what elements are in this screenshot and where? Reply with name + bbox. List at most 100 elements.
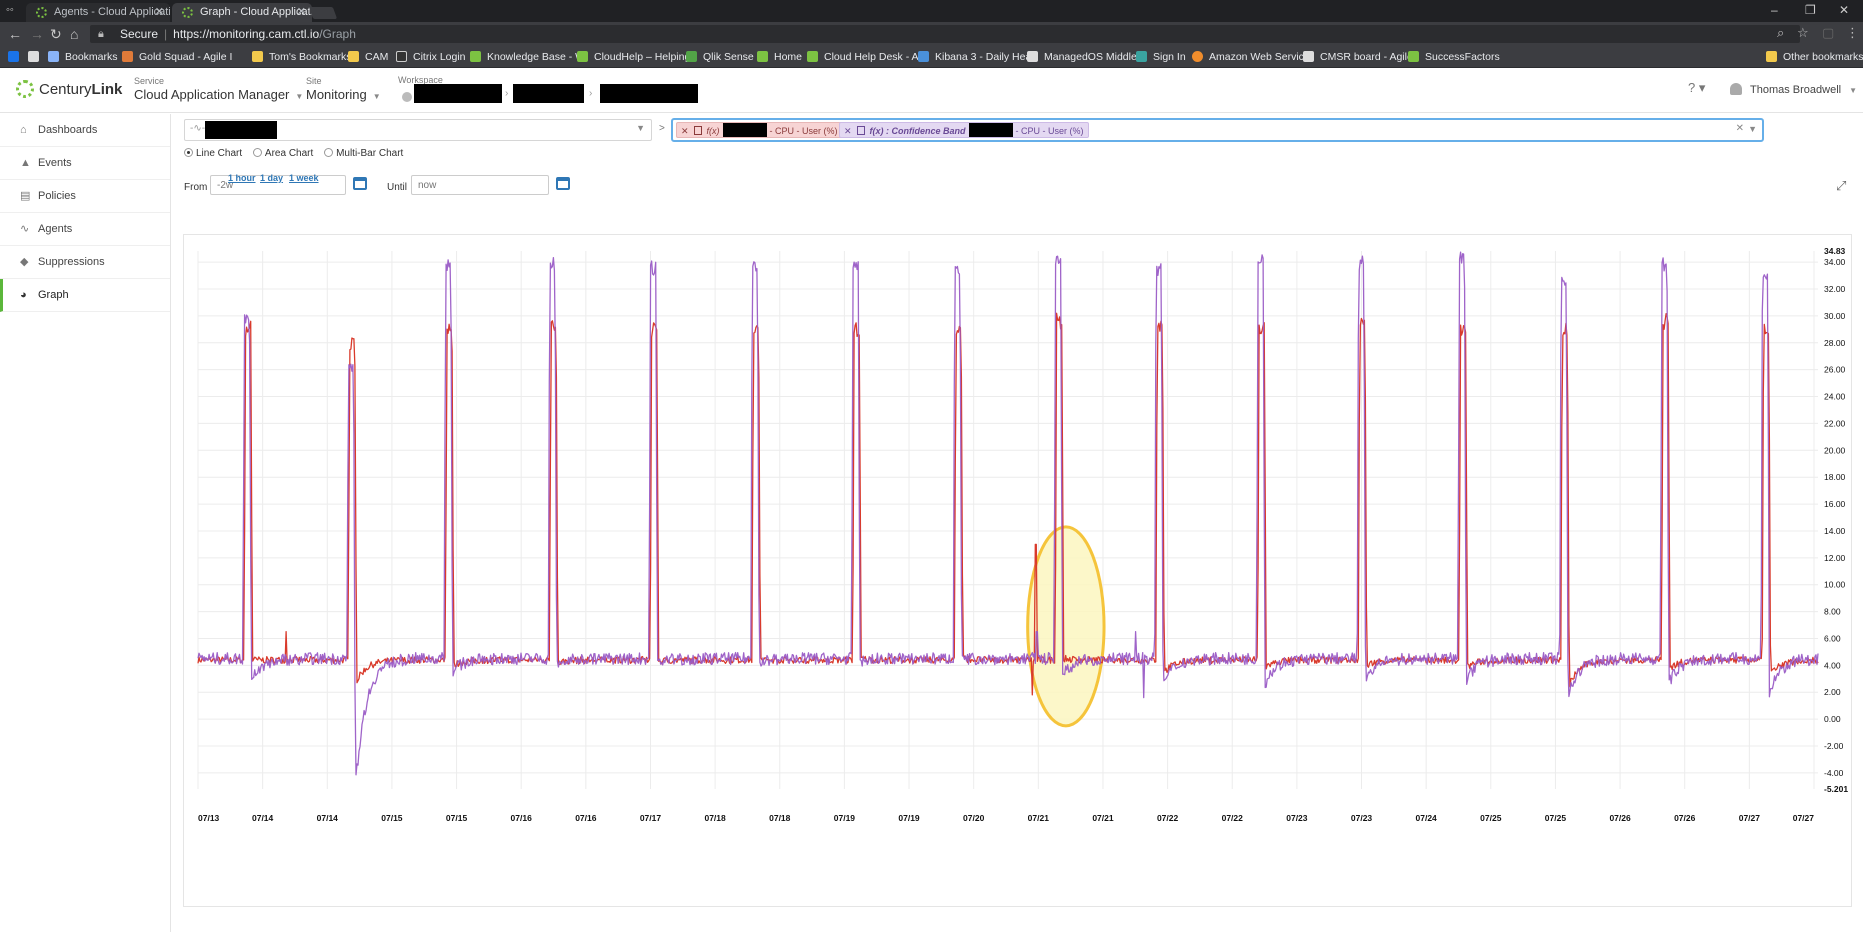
sidebar-item-label: Dashboards (38, 124, 98, 136)
chrome-menu-icon[interactable]: ⋮ (1846, 25, 1859, 40)
bookmark-managedos[interactable]: ManagedOS Middle (1027, 50, 1137, 64)
centurylink-logo[interactable]: CenturyLink (16, 80, 122, 98)
kibana-icon (918, 51, 929, 62)
bookmark-star-icon[interactable]: ☆ (1797, 25, 1809, 40)
help-icon[interactable]: ? ▾ (1688, 80, 1706, 95)
bookmark-apps[interactable] (8, 50, 25, 64)
x-tick-label: 07/14 (317, 813, 339, 823)
browser-tab-graph[interactable]: Graph - Cloud Applicatio ✕ (172, 3, 312, 22)
url-path: /Graph (319, 27, 356, 41)
bookmark-gold-squad[interactable]: Gold Squad - Agile I (122, 50, 232, 64)
quick-range-1-day[interactable]: 1 day (260, 173, 284, 183)
x-tick-label: 07/18 (704, 813, 726, 823)
page-icon (1027, 51, 1038, 62)
reload-icon[interactable]: ↻ (50, 26, 62, 42)
site-label: Site (306, 76, 322, 86)
bookmark-qlik[interactable]: Qlik Sense (686, 50, 754, 64)
browser-tab-agents[interactable]: Agents - Cloud Applicatio ✕ (26, 3, 170, 22)
x-tick-label: 07/25 (1545, 813, 1567, 823)
citrix-icon (396, 51, 407, 62)
metric-chip-confidence-band[interactable]: ✕ f(x) : Confidence Band - CPU - User (%) (839, 122, 1089, 138)
remove-chip-icon[interactable]: ✕ (844, 126, 852, 136)
clear-icon[interactable]: ✕ (1735, 123, 1744, 134)
workspace-icon (402, 92, 412, 102)
bookmark-kibana[interactable]: Kibana 3 - Daily Hea (918, 50, 1031, 64)
y-tick-label: 34.00 (1824, 257, 1846, 267)
user-menu[interactable]: Thomas Broadwell ▼ (1730, 83, 1857, 96)
forward-icon[interactable]: → (30, 26, 44, 42)
x-tick-label: 07/25 (1480, 813, 1502, 823)
close-tab-icon[interactable]: ✕ (154, 6, 164, 18)
calendar-icon[interactable] (353, 177, 367, 190)
url-input[interactable]: 🔒︎ Secure | https://monitoring.cam.ctl.io/… (90, 25, 1800, 43)
copy-icon[interactable] (856, 126, 865, 135)
bookmark-toms[interactable]: Tom's Bookmarks (252, 50, 352, 64)
y-tick-label: 26.00 (1824, 365, 1846, 375)
centurylink-favicon-icon (36, 7, 47, 18)
sidebar-item-dashboards[interactable]: ⌂ Dashboards (0, 114, 170, 147)
y-tick-label: 32.00 (1824, 284, 1846, 294)
x-tick-label: 07/27 (1793, 813, 1815, 823)
metric-select[interactable]: ✕ f(x) - CPU - User (%) ✕ f(x) : Confidence… (671, 118, 1764, 142)
centurylink-icon (757, 51, 768, 62)
radio-line-chart[interactable]: Line Chart (184, 148, 242, 159)
radio-multi-bar-chart[interactable]: Multi-Bar Chart (324, 148, 403, 159)
service-label: Service (134, 76, 165, 86)
agent-select[interactable]: -∿- ▼ (184, 119, 652, 141)
bookmark-bookmarks[interactable]: Bookmarks (48, 50, 118, 64)
until-input[interactable] (411, 175, 549, 195)
close-window-icon[interactable]: ✕ (1839, 3, 1850, 17)
document-icon: ▤ (20, 190, 31, 202)
graph-main: -∿- ▼ > ✕ f(x) - CPU - User (%) ✕ f(x) : Co… (171, 114, 1863, 932)
redacted-workspace (414, 84, 502, 103)
fullscreen-icon[interactable]: ⤢ (1836, 178, 1847, 193)
bookmark-label: CAM (365, 51, 389, 63)
metric-chip-cpu[interactable]: ✕ f(x) - CPU - User (%) (676, 122, 843, 138)
sidebar-item-graph[interactable]: ◕ Graph (0, 279, 170, 312)
bookmark-sign-in[interactable]: Sign In (1136, 50, 1186, 64)
bookmark-cmsr[interactable]: CMSR board - Agile (1303, 50, 1413, 64)
bookmark-item[interactable] (28, 50, 45, 64)
pulse-icon: ∿ (20, 223, 30, 235)
bookmark-label: Citrix Login (413, 51, 466, 63)
signin-icon (1136, 51, 1147, 62)
x-tick-label: 07/19 (834, 813, 856, 823)
home-icon[interactable]: ⌂ (70, 26, 79, 42)
bookmark-successfactors[interactable]: SuccessFactors (1408, 50, 1500, 64)
bookmark-cloudhelp[interactable]: CloudHelp – Helping (577, 50, 690, 64)
sidebar-item-policies[interactable]: ▤ Policies (0, 180, 170, 213)
restore-icon[interactable]: ❐ (1805, 3, 1816, 17)
extension-icon[interactable]: ▢ (1822, 25, 1835, 40)
bookmark-aws[interactable]: Amazon Web Servic (1192, 50, 1304, 64)
security-label: Secure (120, 27, 159, 41)
y-tick-label: -4.00 (1824, 768, 1844, 778)
bookmark-cloud-help-desk[interactable]: Cloud Help Desk - A (807, 50, 919, 64)
bookmark-other[interactable]: Other bookmarks (1766, 50, 1863, 64)
close-tab-icon[interactable]: ✕ (296, 6, 306, 18)
quick-range-1-hour[interactable]: 1 hour (228, 173, 256, 183)
new-tab-button[interactable] (308, 7, 338, 19)
sidebar-item-suppressions[interactable]: ◆ Suppressions (0, 246, 170, 279)
bookmark-home[interactable]: Home (757, 50, 802, 64)
quick-range-1-week[interactable]: 1 week (289, 173, 319, 183)
copy-icon[interactable] (693, 126, 702, 135)
incognito-icon: ◦◦ (6, 4, 14, 16)
calendar-icon[interactable] (556, 177, 570, 190)
back-icon[interactable]: ← (8, 26, 22, 42)
from-input[interactable] (210, 175, 346, 195)
site-selector[interactable]: Site Monitoring ▼ (306, 76, 381, 102)
bookmark-citrix[interactable]: Citrix Login (396, 50, 466, 64)
workspace-breadcrumb[interactable]: Workspace (398, 75, 443, 85)
y-tick-label: 10.00 (1824, 580, 1846, 590)
service-selector[interactable]: Service Cloud Application Manager ▼ (134, 76, 303, 102)
radio-area-chart[interactable]: Area Chart (252, 148, 313, 159)
bookmark-cam[interactable]: CAM (348, 50, 388, 64)
centurylink-icon (470, 51, 481, 62)
zoom-icon[interactable]: ⌕ (1777, 25, 1785, 40)
minimize-icon[interactable]: – (1771, 3, 1778, 17)
remove-chip-icon[interactable]: ✕ (681, 126, 689, 136)
sidebar-item-agents[interactable]: ∿ Agents (0, 213, 170, 246)
bookmark-knowledge-base[interactable]: Knowledge Base - W (470, 50, 585, 64)
sidebar-item-events[interactable]: ▲ Events (0, 147, 170, 180)
